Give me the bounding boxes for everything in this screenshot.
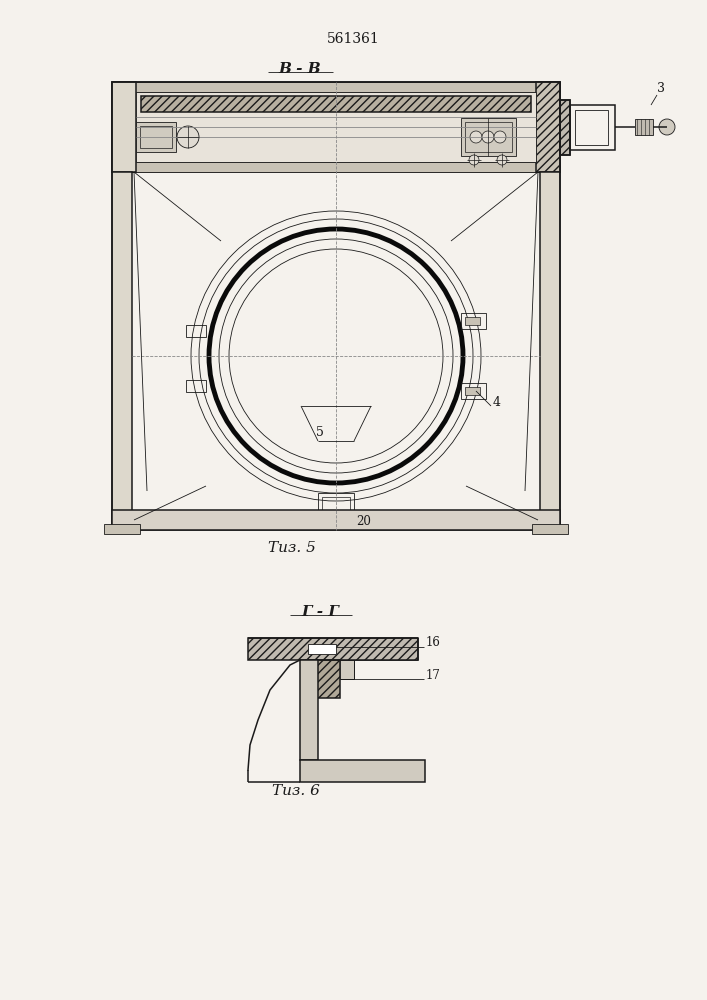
Bar xyxy=(570,105,615,150)
Bar xyxy=(300,660,318,760)
Bar xyxy=(461,118,516,156)
Bar xyxy=(112,82,560,172)
Bar xyxy=(136,92,536,162)
Text: Τиз. 5: Τиз. 5 xyxy=(268,541,316,555)
Bar xyxy=(540,172,560,530)
Bar xyxy=(340,660,354,679)
Text: 3: 3 xyxy=(657,82,665,95)
Bar xyxy=(560,100,570,155)
Circle shape xyxy=(659,119,675,135)
Text: 4: 4 xyxy=(493,396,501,409)
Text: 20: 20 xyxy=(356,515,371,528)
Bar xyxy=(461,313,486,329)
Bar xyxy=(465,387,480,395)
Bar xyxy=(112,82,560,530)
Bar xyxy=(248,638,418,660)
Text: 17: 17 xyxy=(426,669,441,682)
Bar xyxy=(112,162,560,172)
Bar xyxy=(141,96,531,112)
Text: 561361: 561361 xyxy=(327,32,380,46)
Bar xyxy=(136,122,176,152)
Circle shape xyxy=(469,155,479,165)
Bar xyxy=(536,82,560,172)
Bar xyxy=(318,493,354,523)
Text: 5: 5 xyxy=(316,426,324,439)
Bar xyxy=(186,380,206,392)
Bar xyxy=(560,100,570,155)
Circle shape xyxy=(470,131,482,143)
Bar xyxy=(186,325,206,337)
Bar xyxy=(112,172,132,530)
Circle shape xyxy=(497,155,507,165)
Bar xyxy=(532,524,568,534)
Bar xyxy=(300,760,425,782)
Bar xyxy=(112,82,560,92)
Bar xyxy=(322,497,350,513)
Text: 16: 16 xyxy=(426,636,441,649)
Bar xyxy=(465,122,512,152)
Circle shape xyxy=(494,131,506,143)
Circle shape xyxy=(482,131,494,143)
Circle shape xyxy=(177,126,199,148)
Text: B - B: B - B xyxy=(279,62,321,76)
Bar xyxy=(465,317,480,325)
Bar xyxy=(112,510,560,530)
Bar xyxy=(104,524,140,534)
Bar xyxy=(306,660,340,698)
Bar xyxy=(461,383,486,399)
Text: Τиз. 6: Τиз. 6 xyxy=(272,784,320,798)
Bar xyxy=(635,119,653,135)
Text: Г - Г: Г - Г xyxy=(301,605,339,619)
Bar xyxy=(140,126,172,148)
Bar xyxy=(575,110,608,145)
Bar xyxy=(112,82,136,172)
Bar xyxy=(308,644,336,654)
